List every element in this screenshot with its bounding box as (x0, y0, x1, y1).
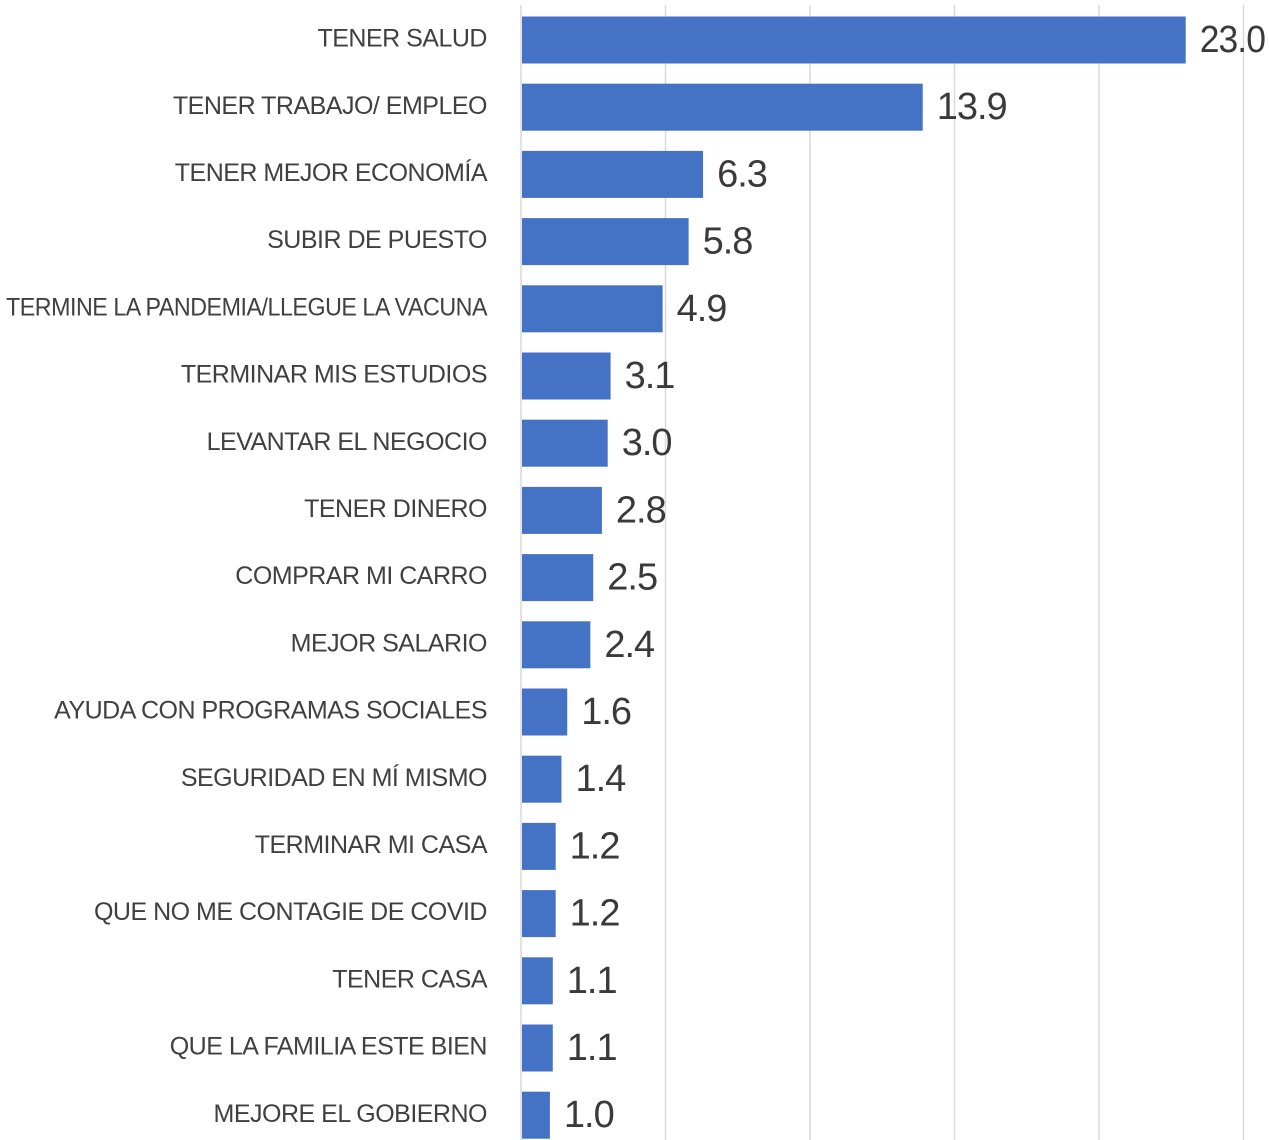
category-label: QUE NO ME CONTAGIE DE COVID (94, 898, 487, 926)
category-label: TENER SALUD (317, 25, 487, 53)
bar[interactable] (522, 755, 562, 803)
bar[interactable] (522, 688, 568, 736)
category-label: SEGURIDAD EN MÍ MISMO (181, 763, 487, 792)
category-label: TENER TRABAJO/ EMPLEO (173, 92, 487, 120)
data-label: 1.1 (567, 960, 617, 1002)
bar[interactable] (522, 16, 1186, 64)
bars (522, 16, 1186, 1139)
bar[interactable] (522, 419, 608, 467)
category-label: QUE LA FAMILIA ESTE BIEN (170, 1033, 487, 1061)
category-label: TENER DINERO (304, 495, 487, 523)
value-labels: 23.0 13.9 6.3 5.8 4.93.1 3.0 2.8 2.5 2.4 1.6 1.4 1.… (564, 19, 1266, 1136)
category-label: TERMINAR MIS ESTUDIOS (181, 361, 487, 389)
data-label: 1.6 (581, 691, 631, 733)
category-label: LEVANTAR EL NEGOCIO (207, 428, 487, 456)
data-label: 1.2 (570, 893, 620, 935)
category-label: TERMINE LA PANDEMIA/LLEGUE LA VACUNA (6, 293, 488, 321)
bar[interactable] (522, 1024, 553, 1072)
bar[interactable] (522, 150, 704, 198)
data-label: 13.9 (937, 86, 1007, 128)
category-label: TENER CASA (332, 965, 488, 993)
category-label: SUBIR DE PUESTO (267, 226, 487, 254)
data-label: 3.0 (622, 422, 672, 464)
data-label: 23.0 (1200, 19, 1265, 61)
bar[interactable] (522, 1091, 550, 1139)
bar[interactable] (522, 822, 556, 870)
data-label: 6.3 (717, 153, 767, 195)
bar[interactable] (522, 554, 594, 602)
bar[interactable] (522, 957, 553, 1005)
data-label: 1.0 (564, 1094, 614, 1136)
bar[interactable] (522, 486, 602, 534)
data-label: 1.4 (575, 758, 626, 800)
bar[interactable] (522, 83, 923, 131)
data-label: 2.8 (616, 489, 666, 531)
bar[interactable] (522, 218, 689, 266)
category-label: COMPRAR MI CARRO (235, 562, 487, 590)
category-label: TENER MEJOR ECONOMÍA (175, 158, 488, 187)
category-label: MEJORE EL GOBIERNO (214, 1100, 488, 1128)
data-label: 3.1 (625, 355, 675, 397)
data-label: 2.4 (604, 624, 655, 666)
category-label: MEJOR SALARIO (291, 629, 487, 657)
data-label: 5.8 (703, 221, 753, 263)
data-label: 1.2 (570, 825, 620, 867)
data-label: 2.5 (607, 557, 657, 599)
data-label: 4.9 (677, 288, 727, 330)
data-label: 1.1 (567, 1027, 617, 1069)
category-label: TERMINAR MI CASA (255, 831, 488, 859)
category-labels: TENER SALUD TENER TRABAJO/ EMPLEO TENER ME… (6, 25, 488, 1128)
bar[interactable] (522, 621, 591, 669)
bar[interactable] (522, 285, 663, 333)
category-label: AYUDA CON PROGRAMAS SOCIALES (54, 697, 487, 725)
bar[interactable] (522, 352, 611, 400)
bar[interactable] (522, 890, 556, 938)
